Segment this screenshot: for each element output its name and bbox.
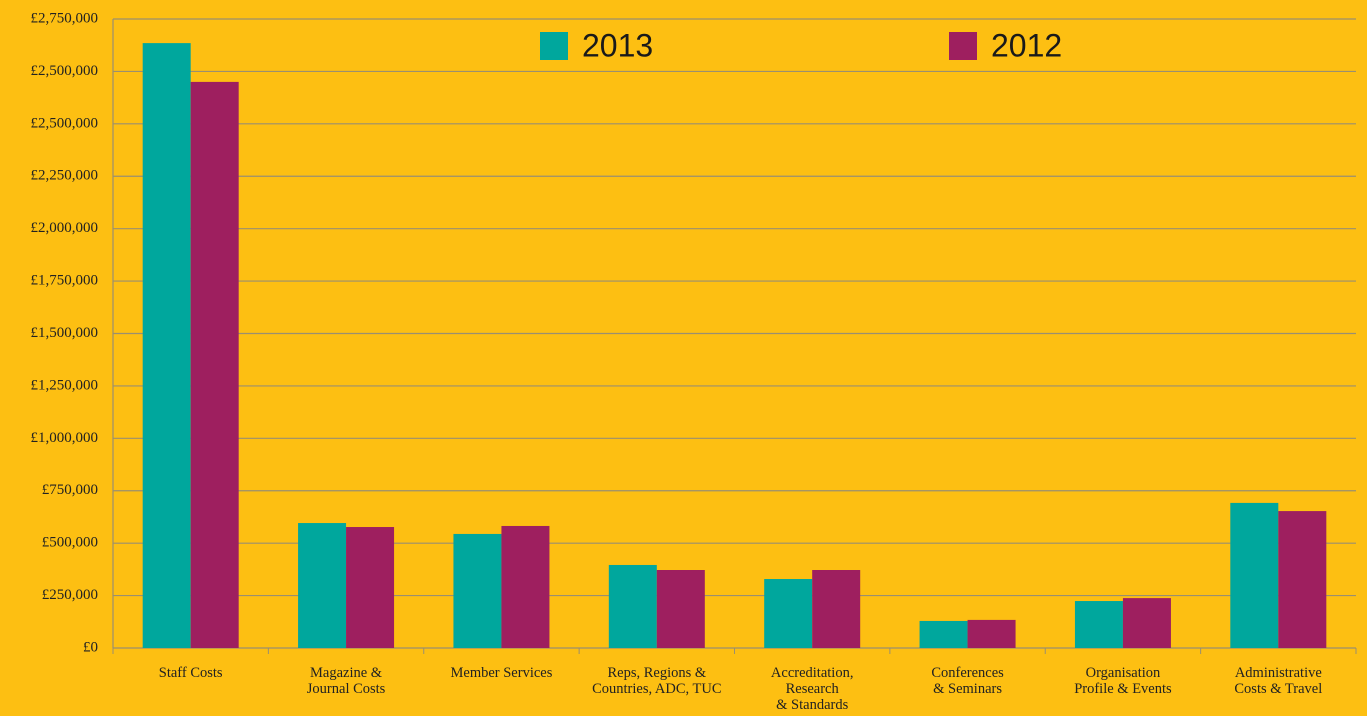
bar: [1123, 598, 1171, 648]
x-tick-label: Conferences & Seminars: [893, 665, 1043, 697]
x-tick-label: Organisation Profile & Events: [1048, 665, 1198, 697]
y-tick-label: £1,500,000: [31, 325, 99, 341]
bar: [453, 534, 501, 648]
legend-swatch: [540, 32, 568, 60]
bar: [657, 570, 705, 648]
y-tick-label: £2,500,000: [31, 63, 99, 79]
legend-swatch: [949, 32, 977, 60]
x-tick-label: Accreditation, Research & Standards: [737, 665, 887, 713]
bar: [1075, 601, 1123, 648]
legend: 2013: [582, 27, 653, 63]
x-tick-label: Reps, Regions & Countries, ADC, TUC: [582, 665, 732, 697]
y-tick-label: £2,250,000: [31, 168, 99, 184]
bar: [764, 579, 812, 648]
x-tick-label: Member Services: [426, 665, 576, 681]
y-tick-label: £0: [83, 639, 98, 655]
bar: [298, 523, 346, 648]
chart-area: £0 £250,000 £500,000 £750,000 £1,000,000 £1,2…: [0, 0, 1367, 716]
y-tick-label: £1,250,000: [31, 377, 99, 393]
legend: 2012: [991, 27, 1062, 63]
bar: [812, 570, 860, 648]
bar: [920, 621, 968, 648]
bar: [501, 526, 549, 648]
y-tick-label: £2,500,000: [31, 115, 99, 131]
bar: [143, 43, 191, 648]
bar: [968, 620, 1016, 648]
y-tick-label: £2,000,000: [31, 220, 99, 236]
chart: £0 £250,000 £500,000 £750,000 £1,000,000 £1,2…: [0, 0, 1367, 716]
bar: [1278, 511, 1326, 648]
x-tick-label: Staff Costs: [116, 665, 266, 681]
x-tick-label: Administrative Costs & Travel: [1203, 665, 1353, 697]
y-tick-label: £1,750,000: [31, 273, 99, 289]
y-tick-label: £500,000: [42, 535, 98, 551]
bar: [191, 82, 239, 648]
x-tick-label: Magazine & Journal Costs: [271, 665, 421, 697]
y-tick-label: £1,000,000: [31, 430, 99, 446]
y-tick-label: £2,750,000: [31, 10, 99, 26]
bar: [609, 565, 657, 648]
bar: [346, 527, 394, 648]
bar: [1230, 503, 1278, 648]
y-tick-label: £750,000: [42, 482, 98, 498]
y-tick-label: £250,000: [42, 587, 98, 603]
